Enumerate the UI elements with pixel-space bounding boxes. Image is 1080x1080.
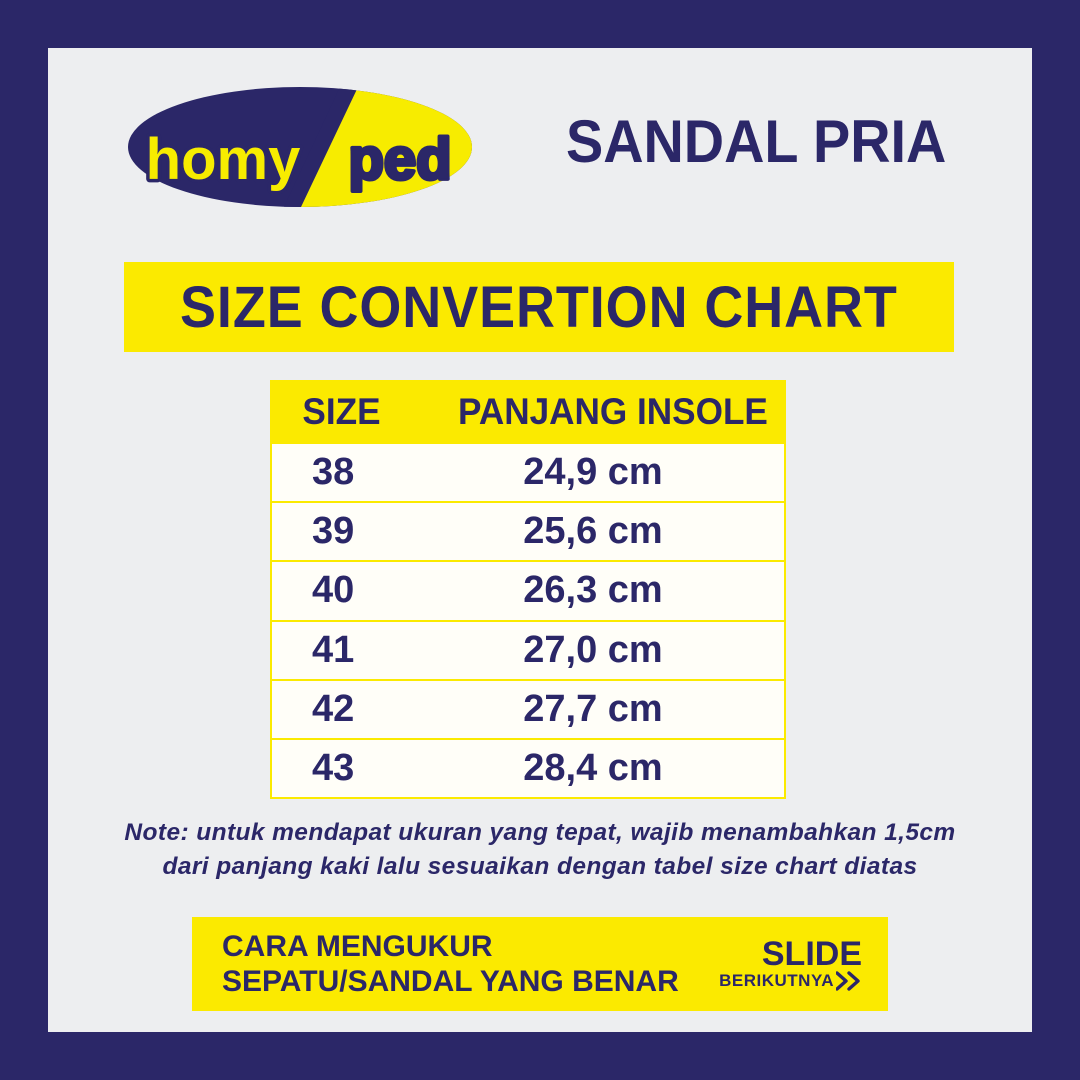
svg-text:homy: homy (146, 127, 301, 192)
svg-text:ped: ped (348, 127, 451, 192)
